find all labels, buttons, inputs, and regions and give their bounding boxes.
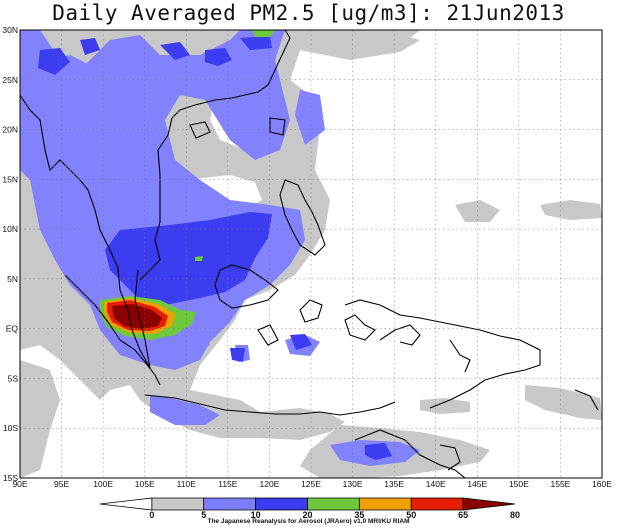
colorbar-segment	[99, 497, 153, 511]
x-tick-label: 150E	[509, 479, 529, 489]
colorbar-segment	[358, 497, 412, 511]
y-tick-label: 15N	[2, 174, 18, 184]
colorbar-label: 10	[251, 510, 261, 520]
y-tick-label: 10N	[2, 224, 18, 234]
x-tick-label: 115E	[218, 479, 238, 489]
map-frame	[19, 29, 603, 479]
x-axis-labels: 90E 95E 100E 105E 110E 115E 120E 125E 130E 135E 14…	[12, 479, 612, 489]
colorbar-label: 5	[201, 510, 206, 520]
colorbar-segment	[151, 497, 205, 511]
y-axis-labels: 30N 25N 20N 15N 10N 5N EQ 5S 10S 15S	[2, 25, 18, 483]
colorbar-segment	[203, 497, 257, 511]
colorbar-label: 80	[510, 510, 520, 520]
y-tick-label: 5N	[7, 274, 18, 284]
y-tick-label: 30N	[2, 25, 18, 35]
colorbar-label: 20	[302, 510, 312, 520]
x-tick-label: 95E	[54, 479, 69, 489]
colorbar: 0 5 10 20 35 50 65 80	[99, 497, 520, 520]
y-tick-label: 5S	[8, 373, 19, 383]
x-tick-label: 160E	[592, 479, 612, 489]
colorbar-segment	[307, 497, 360, 511]
x-tick-label: 135E	[384, 479, 404, 489]
y-tick-label: 25N	[2, 75, 18, 85]
x-tick-label: 145E	[467, 479, 487, 489]
y-tick-label: 15S	[3, 473, 18, 483]
pm-blue-regions	[38, 36, 392, 460]
x-tick-label: 155E	[550, 479, 570, 489]
colorbar-label: 0	[149, 510, 154, 520]
colorbar-segment	[462, 497, 516, 511]
x-tick-label: 140E	[426, 479, 446, 489]
x-tick-label: 100E	[93, 479, 113, 489]
colorbar-label: 50	[406, 510, 416, 520]
x-tick-label: 125E	[301, 479, 321, 489]
colorbar-label: 35	[354, 510, 364, 520]
x-tick-label: 120E	[259, 479, 279, 489]
credit-text: The Japanese Reanalysis for Aerosol (JRA…	[207, 518, 410, 525]
y-tick-label: 20N	[2, 125, 18, 135]
y-tick-label: 10S	[3, 423, 18, 433]
pm-darkred-region	[112, 304, 162, 329]
colorbar-label: 65	[458, 510, 468, 520]
x-tick-label: 110E	[177, 479, 197, 489]
y-tick-label: EQ	[6, 324, 19, 334]
x-tick-label: 130E	[343, 479, 363, 489]
colorbar-segment	[410, 497, 464, 511]
x-tick-label: 105E	[135, 479, 155, 489]
coastlines	[20, 30, 599, 478]
colorbar-segment	[255, 497, 308, 511]
map-title: Daily Averaged PM2.5 [ug/m3]: 21Jun2013	[52, 1, 565, 25]
x-tick-label: 90E	[12, 479, 27, 489]
